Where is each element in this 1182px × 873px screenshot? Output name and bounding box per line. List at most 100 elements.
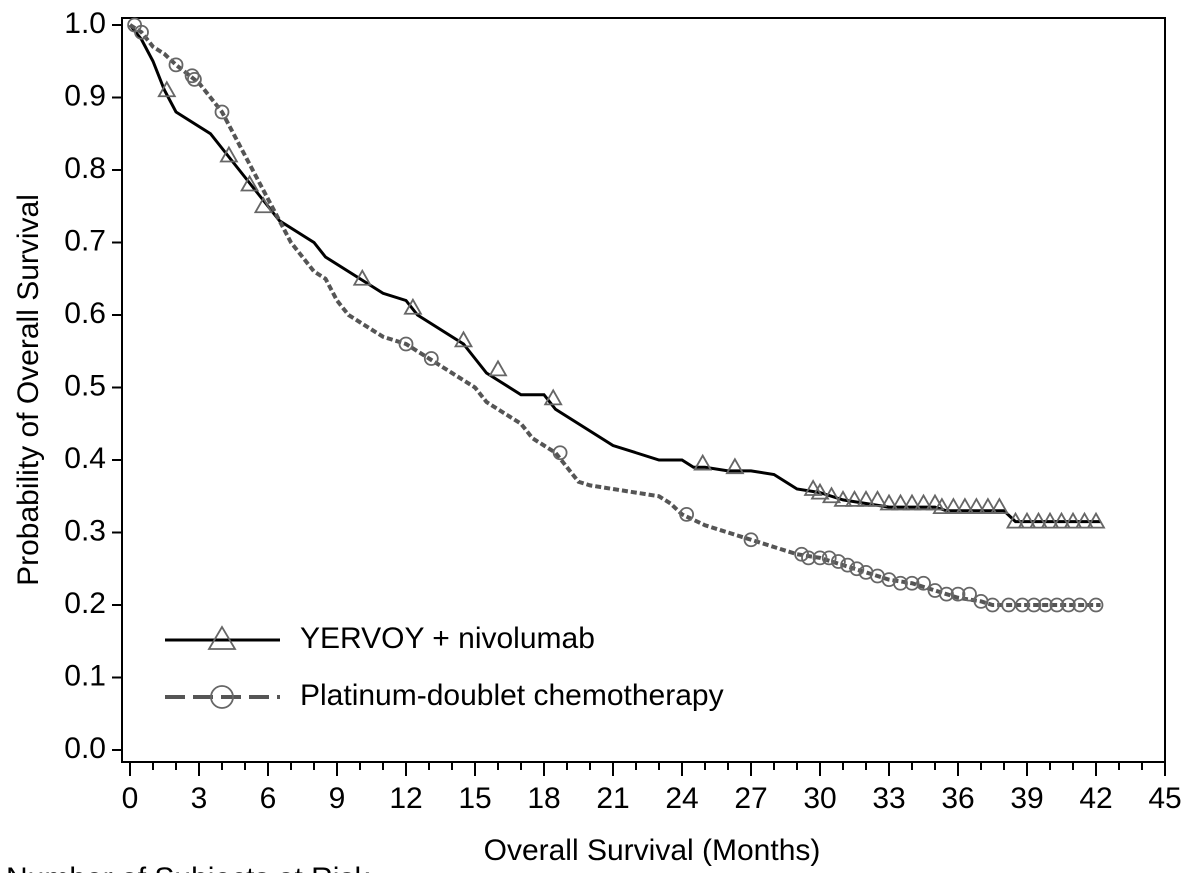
censor-marker — [1005, 511, 1026, 529]
x-tick-label: 27 — [734, 782, 767, 815]
censor-marker — [831, 554, 846, 569]
censor-marker — [962, 586, 977, 602]
censor-marker — [157, 80, 177, 98]
censor-marker — [801, 550, 816, 566]
censor-marker — [978, 497, 998, 515]
x-tick-label: 21 — [596, 782, 629, 815]
censor-marker — [219, 145, 239, 163]
y-tick-label: 0.5 — [64, 369, 106, 402]
x-tick-label: 12 — [389, 782, 422, 815]
censor-marker — [840, 557, 855, 573]
x-tick-label: 3 — [191, 782, 208, 815]
x-tick-label: 18 — [527, 782, 560, 815]
censor-marker — [1015, 597, 1030, 613]
x-tick-label: 6 — [260, 782, 277, 815]
censor-marker — [398, 336, 414, 352]
censor-marker — [352, 268, 372, 286]
censor-marker — [186, 71, 202, 87]
censor-marker — [253, 196, 273, 214]
censor-marker — [1026, 597, 1042, 613]
x-axis-label: Overall Survival (Months) — [484, 834, 821, 867]
censor-marker — [913, 493, 934, 511]
censor-marker — [985, 597, 1000, 613]
survival-curve — [128, 23, 1101, 607]
legend-marker — [210, 685, 234, 709]
censor-marker — [867, 490, 888, 507]
censor-marker — [679, 506, 694, 522]
censor-marker — [821, 486, 842, 504]
censor-marker — [902, 493, 922, 511]
y-tick-label: 0.0 — [64, 732, 106, 765]
censor-marker — [849, 561, 865, 577]
censor-marker — [1072, 597, 1088, 613]
y-tick-label: 0.1 — [64, 659, 106, 692]
survival-curve — [128, 24, 1101, 524]
y-tick-label: 0.4 — [64, 442, 106, 475]
x-tick-label: 0 — [122, 782, 139, 815]
x-tick-label: 9 — [329, 782, 346, 815]
censor-marker — [794, 546, 809, 562]
censor-marker — [725, 457, 745, 475]
y-tick-label: 0.8 — [64, 152, 106, 185]
censor-marker — [844, 490, 865, 507]
censor-marker — [1063, 511, 1083, 529]
censor-marker — [693, 453, 713, 471]
censor-marker — [810, 482, 830, 500]
y-tick-label: 0.7 — [64, 224, 106, 257]
x-tick-label: 30 — [803, 782, 836, 815]
censor-marker — [856, 490, 876, 507]
y-axis-label: Probability of Overall Survival — [12, 194, 45, 586]
x-tick-label: 42 — [1079, 782, 1112, 815]
y-tick-label: 1.0 — [64, 7, 106, 40]
plot-frame — [121, 17, 1166, 763]
censor-marker — [904, 575, 920, 591]
censor-marker — [1074, 511, 1095, 529]
censor-marker — [893, 575, 908, 591]
censor-marker — [543, 388, 563, 406]
censor-marker — [916, 575, 931, 591]
censor-marker — [821, 550, 837, 566]
censor-marker — [488, 359, 508, 377]
censor-marker — [1017, 511, 1037, 529]
x-tick-label: 33 — [872, 782, 905, 815]
censor-marker — [1051, 511, 1072, 529]
censor-marker — [966, 497, 986, 515]
censor-marker — [1086, 511, 1106, 529]
censor-marker — [1038, 597, 1053, 613]
censor-marker — [1088, 597, 1104, 613]
censor-marker — [955, 497, 975, 515]
censor-marker — [1049, 597, 1065, 613]
censor-marker — [943, 497, 963, 515]
censor-marker — [552, 445, 568, 461]
censor-marker — [932, 497, 952, 515]
y-tick-label: 0.2 — [64, 587, 106, 620]
censor-marker — [240, 174, 260, 192]
censor-marker — [890, 493, 911, 511]
legend-label: YERVOY + nivolumab — [300, 622, 595, 655]
censor-marker — [989, 497, 1009, 515]
censor-marker — [950, 586, 966, 602]
y-tick-label: 0.3 — [64, 514, 106, 547]
censor-marker — [1040, 511, 1060, 529]
censor-marker — [879, 493, 899, 511]
x-tick-label: 39 — [1010, 782, 1043, 815]
censor-marker — [403, 297, 423, 315]
legend-label: Platinum-doublet chemotherapy — [300, 679, 724, 712]
censor-marker — [1028, 511, 1049, 529]
censor-marker — [743, 532, 759, 548]
censor-marker — [214, 104, 230, 120]
x-tick-label: 45 — [1148, 782, 1181, 815]
censor-marker — [812, 550, 828, 566]
censor-marker — [453, 330, 474, 348]
censor-marker — [184, 68, 200, 84]
censor-marker — [939, 586, 954, 602]
x-tick-label: 15 — [458, 782, 491, 815]
censor-marker — [833, 490, 853, 507]
x-tick-label: 24 — [665, 782, 698, 815]
censor-marker — [134, 24, 149, 40]
y-tick-label: 0.9 — [64, 79, 106, 112]
legend-marker — [207, 625, 237, 650]
censor-marker — [168, 57, 184, 73]
